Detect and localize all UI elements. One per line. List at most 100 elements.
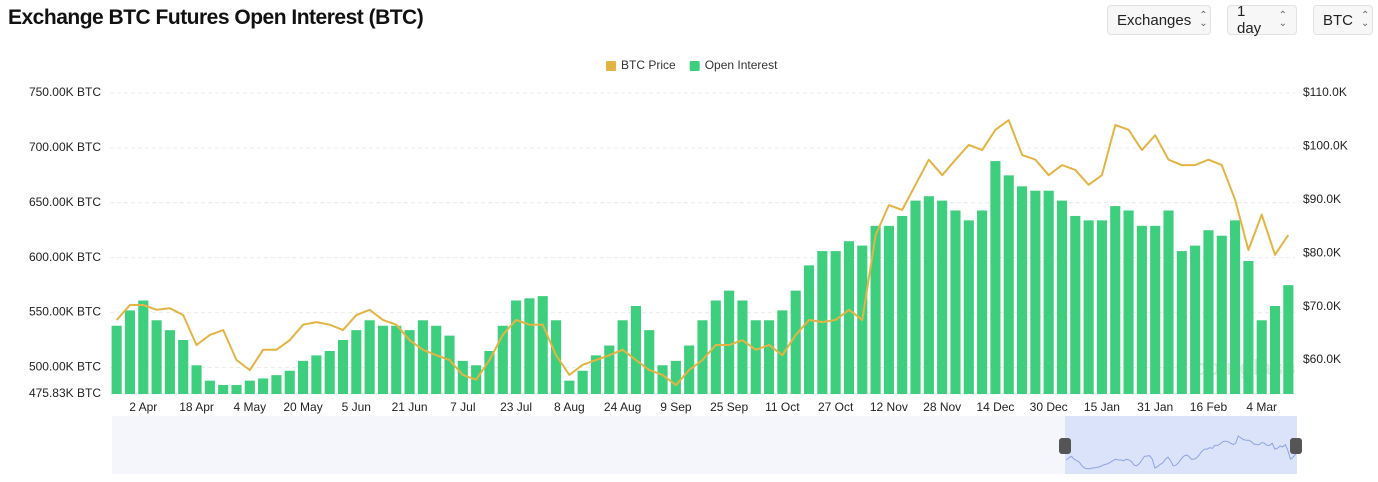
bar [910,200,921,394]
bar [1096,220,1107,394]
x-tick-label: 31 Jan [1137,400,1173,414]
y2-tick-label: $110.0K [1303,85,1347,99]
bar [1123,210,1134,394]
x-tick-label: 7 Jul [450,400,475,414]
bar [391,325,402,394]
watermark: coinglass [1194,355,1295,380]
y-tick-label: 500.00K BTC [29,360,101,374]
bar [1163,210,1174,394]
dropdown-label: BTC [1323,11,1353,29]
bar [1176,251,1187,394]
bar [1216,235,1227,394]
bar [710,300,721,394]
bar [244,380,255,394]
x-tick-label: 27 Oct [818,400,854,414]
bar [298,360,309,394]
y2-tick-label: $80.0K [1303,245,1341,259]
bar [1269,305,1281,394]
bar [670,360,681,394]
bar [511,300,522,394]
x-tick-label: 12 Nov [870,400,908,414]
y-tick-label: 600.00K BTC [29,250,101,264]
dropdown[interactable]: 1 day ⌃ ⌄ [1227,3,1297,37]
y-tick-label: 550.00K BTC [29,305,101,319]
bar [497,325,508,394]
dropdown[interactable]: BTC ⌃ ⌄ [1313,5,1373,35]
bar [337,340,349,394]
x-tick-label: 4 May [233,400,266,414]
bar [364,320,375,394]
bar [151,320,162,394]
bar [923,196,934,394]
bar [311,355,322,394]
bar [537,296,548,394]
x-tick-label: 5 Jun [342,400,371,414]
x-tick-label: 30 Dec [1030,400,1068,414]
bar [950,210,961,394]
bar [1150,225,1161,394]
bar [937,200,948,394]
bar [830,251,841,394]
bar [604,345,615,394]
x-tick-label: 23 Jul [500,400,532,414]
bar [284,370,295,394]
y-tick-label: 750.00K BTC [29,85,101,99]
bar [524,298,535,394]
page-title: Exchange BTC Futures Open Interest (BTC) [8,6,424,29]
x-tick-label: 25 Sep [710,400,748,414]
navigator-selection [1065,416,1297,474]
chevron: ⌃ ⌄ [1199,10,1208,29]
bar [897,215,908,394]
bar [417,320,428,394]
bar [630,305,641,394]
bar [764,320,775,394]
y-tick-label: 650.00K BTC [29,195,101,209]
chevron: ⌃ ⌄ [1361,10,1370,29]
bar [1110,206,1121,394]
x-tick-label: 2 Apr [129,400,157,414]
legend-swatch [689,61,700,71]
legend-label: BTC Price [621,58,676,72]
navigator-handle [1059,438,1071,454]
y-tick-label: 475.83K BTC [29,386,101,400]
bar [1003,175,1014,394]
bar [777,310,788,394]
bar [1190,245,1201,394]
x-tick-label: 11 Oct [765,400,800,414]
x-tick-label: 15 Jan [1084,400,1120,414]
bar [1243,260,1254,394]
bar [124,310,136,394]
bar [750,320,761,394]
bar [657,365,668,394]
x-tick-label: 24 Aug [604,400,641,414]
dropdown[interactable]: Exchanges ⌃ ⌄ [1107,5,1211,35]
bar [737,300,748,394]
bar [843,241,855,394]
dropdown-label: 1 day [1237,3,1262,37]
navigator-line [1065,435,1297,470]
y2-tick-label: $90.0K [1303,192,1341,206]
bar [457,360,468,394]
bar [138,300,149,394]
bar [577,370,588,394]
x-tick-label: 28 Nov [923,400,961,414]
x-tick-label: 21 Jun [392,400,428,414]
bar [697,320,708,394]
bar [977,210,988,394]
bar [990,161,1001,394]
bar [803,265,815,394]
bar [471,365,482,394]
x-tick-label: 8 Aug [554,400,585,414]
bar [271,375,282,394]
bar [790,290,801,394]
bar [324,350,335,394]
bar [1056,200,1068,394]
x-tick-label: 16 Feb [1190,400,1228,414]
bar [258,378,269,394]
bar [1256,320,1267,394]
x-tick-label: 18 Apr [179,400,214,414]
bar [617,320,628,394]
bar [178,340,189,394]
bar [883,225,894,394]
